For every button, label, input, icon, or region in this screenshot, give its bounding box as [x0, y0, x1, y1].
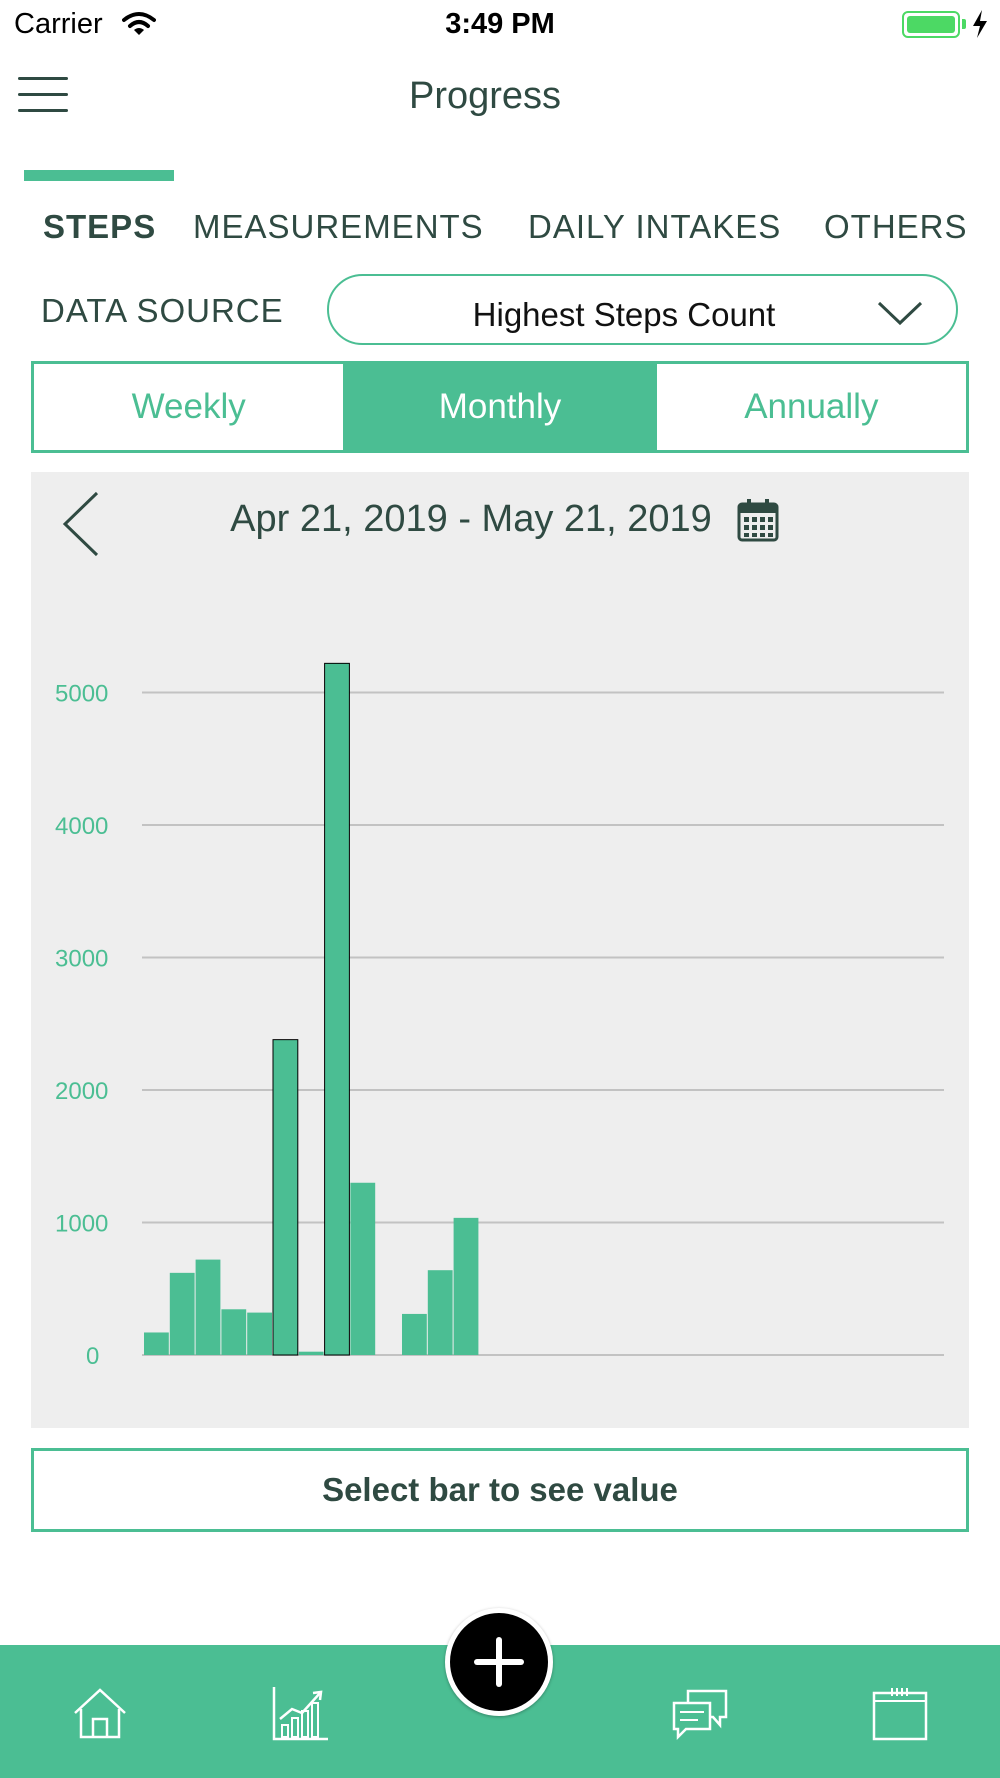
tab-others[interactable]: OTHERS — [824, 208, 968, 245]
progress-chart-icon[interactable] — [270, 1685, 330, 1743]
tab-steps[interactable]: STEPS — [43, 208, 157, 245]
data-source-value: Highest Steps Count — [472, 296, 776, 333]
chart-panel: 0 1000 2000 3000 4000 5000 Apr 21, 2019 - May… — [31, 472, 969, 1428]
segment-monthly[interactable]: Monthly — [343, 364, 655, 450]
period-segmented-control: Weekly Monthly Annually — [31, 361, 969, 453]
tab-measurements[interactable]: MEASUREMENTS — [193, 208, 484, 245]
steps-bar-chart: 0 1000 2000 3000 4000 5000 — [55, 662, 944, 1370]
chart-bar-11[interactable] — [402, 1313, 427, 1355]
battery-icon — [902, 11, 960, 38]
battery-tip — [962, 19, 966, 29]
segment-annually[interactable]: Annually — [654, 364, 966, 450]
date-range-label: Apr 21, 2019 - May 21, 2019 — [230, 498, 712, 540]
chart-bar-8[interactable] — [324, 662, 350, 1356]
tab-bar: STEPS MEASUREMENTS DAILY INTAKES OTHERS — [0, 200, 1000, 254]
y-tick-label: 3000 — [55, 946, 108, 973]
y-tick-label: 2000 — [55, 1078, 108, 1105]
chevron-down-icon — [877, 301, 923, 326]
data-source-dropdown[interactable]: Highest Steps Count — [327, 274, 958, 345]
chat-icon[interactable] — [670, 1685, 730, 1743]
tab-daily-intakes[interactable]: DAILY INTAKES — [528, 208, 782, 245]
plus-icon — [474, 1637, 524, 1687]
charging-bolt-icon — [973, 10, 987, 38]
chart-bar-9[interactable] — [350, 1182, 376, 1355]
segment-weekly[interactable]: Weekly — [131, 387, 246, 426]
y-tick-label: 4000 — [55, 813, 108, 840]
previous-period-chevron-icon[interactable] — [61, 490, 101, 558]
calendar-icon[interactable] — [870, 1685, 930, 1743]
active-tab-indicator — [24, 170, 174, 181]
chart-bar-3[interactable] — [195, 1259, 221, 1355]
chart-bar-7[interactable] — [298, 1351, 324, 1355]
chart-bar-13[interactable] — [453, 1217, 479, 1355]
y-tick-label: 5000 — [55, 681, 108, 708]
chart-bar-1[interactable] — [144, 1332, 169, 1355]
chart-bar-4[interactable] — [221, 1309, 247, 1355]
selected-bar-value-box: Select bar to see value — [31, 1448, 969, 1532]
wifi-icon — [122, 12, 156, 35]
add-button[interactable] — [445, 1608, 553, 1716]
chart-bar-12[interactable] — [427, 1270, 453, 1355]
y-tick-label: 1000 — [55, 1211, 108, 1238]
chart-bar-2[interactable] — [169, 1272, 195, 1355]
data-source-label: DATA SOURCE — [41, 292, 284, 329]
home-icon[interactable] — [70, 1685, 130, 1743]
nav-bar: Progress — [0, 55, 1000, 135]
chart-bar-6[interactable] — [272, 1039, 299, 1356]
calendar-icon[interactable] — [737, 498, 779, 542]
hamburger-menu-icon[interactable] — [18, 77, 68, 113]
status-bar: Carrier 3:49 PM — [0, 0, 1000, 50]
page-title: Progress — [408, 75, 562, 117]
y-tick-label: 0 — [86, 1343, 99, 1370]
status-time: 3:49 PM — [445, 8, 555, 40]
carrier-label: Carrier — [14, 8, 103, 40]
chart-bar-5[interactable] — [247, 1312, 272, 1355]
